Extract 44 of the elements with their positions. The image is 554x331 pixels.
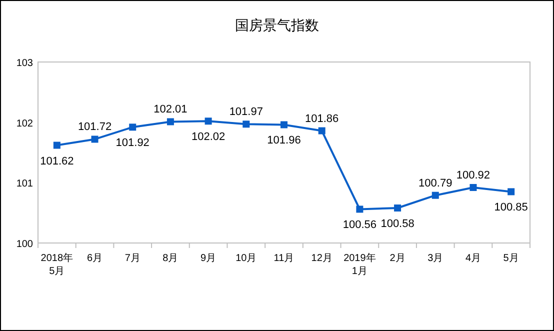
x-tick-label: 11月 bbox=[274, 253, 294, 264]
x-tick-label: 9月 bbox=[200, 253, 216, 264]
data-label: 101.97 bbox=[229, 106, 263, 118]
point bbox=[91, 136, 98, 143]
point bbox=[432, 192, 439, 199]
y-tick-label: 103 bbox=[16, 58, 34, 69]
x-tick-label: 8月 bbox=[162, 253, 178, 264]
x-tick-label: 2019年 1月 bbox=[344, 252, 376, 277]
data-label: 101.62 bbox=[40, 155, 74, 168]
y-tick-label: 101 bbox=[16, 178, 34, 190]
point bbox=[394, 204, 402, 212]
data-label: 101.72 bbox=[78, 121, 112, 134]
data-label: 102.01 bbox=[154, 104, 188, 116]
x-tick-label: 4月 bbox=[465, 253, 482, 264]
y-tick-label: 102 bbox=[16, 118, 34, 130]
x-tick-label: 3月 bbox=[428, 253, 444, 264]
data-label: 101.96 bbox=[267, 134, 301, 147]
point bbox=[242, 120, 250, 128]
y-tick-label: 100 bbox=[16, 239, 34, 250]
x-tick-label: 6月 bbox=[86, 253, 103, 264]
point bbox=[318, 127, 326, 134]
x-tick-label: 2月 bbox=[390, 253, 406, 264]
data-label: 100.79 bbox=[418, 177, 452, 190]
data-label: 101.92 bbox=[116, 137, 150, 150]
data-label: 102.02 bbox=[191, 131, 226, 144]
data-label: 101.86 bbox=[305, 112, 339, 125]
point bbox=[129, 124, 136, 131]
point bbox=[204, 118, 212, 125]
point bbox=[508, 188, 515, 196]
point bbox=[470, 184, 477, 191]
point bbox=[53, 142, 60, 149]
chart-title: 国房景气指数 bbox=[235, 17, 319, 33]
data-label: 100.92 bbox=[456, 169, 490, 182]
data-label: 100.56 bbox=[342, 219, 377, 232]
x-tick-label: 5月 bbox=[503, 253, 519, 264]
point bbox=[280, 121, 288, 128]
point bbox=[356, 206, 364, 213]
x-tick-label: 12月 bbox=[311, 253, 332, 264]
point bbox=[166, 118, 174, 126]
data-label: 100.58 bbox=[380, 218, 414, 230]
x-tick-label: 2018年 5月 bbox=[40, 252, 74, 277]
x-tick-label: 10月 bbox=[236, 253, 257, 264]
data-label: 100.85 bbox=[494, 202, 528, 214]
x-tick-label: 7月 bbox=[124, 253, 140, 264]
